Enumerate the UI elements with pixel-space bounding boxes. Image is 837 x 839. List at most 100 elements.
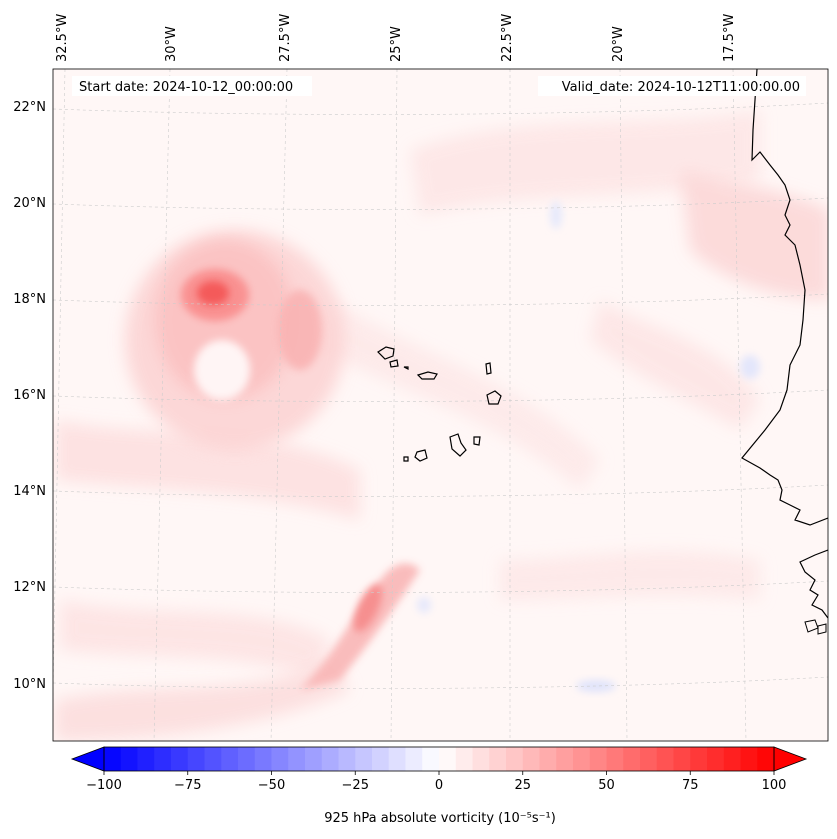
lon-label: 32.5°W — [55, 14, 70, 62]
colorbar-cell — [707, 747, 725, 771]
latitude-labels: 22°N 20°N 18°N 16°N 14°N 12°N 10°N — [13, 100, 46, 692]
lon-label: 20°W — [611, 26, 626, 62]
colorbar-cell — [204, 747, 222, 771]
colorbar-cell — [254, 747, 272, 771]
colorbar-cell — [422, 747, 440, 771]
vorticity-band-east — [590, 300, 760, 430]
colorbar-cell — [104, 747, 122, 771]
island-sao-nicolau — [416, 371, 438, 380]
coastline-africa — [741, 69, 828, 526]
vorticity-band-southeast — [500, 551, 760, 600]
lat-label: 12°N — [13, 580, 46, 595]
island-sao-vicente — [389, 359, 399, 368]
colorbar-cell — [472, 747, 490, 771]
island-santa-luzia — [403, 366, 409, 370]
vortex-core-inner — [197, 281, 229, 305]
colorbar-cell — [740, 747, 758, 771]
colorbar-cell — [623, 747, 641, 771]
valid-date-box — [538, 76, 806, 96]
vorticity-band-southwest — [55, 660, 350, 741]
colorbar-cell — [305, 747, 323, 771]
colorbar-cell — [338, 747, 356, 771]
colorbar-cell — [154, 747, 172, 771]
island-fogo — [414, 449, 428, 462]
colorbar-cell — [238, 747, 256, 771]
vorticity-filament-core — [353, 584, 383, 632]
negative-patch — [550, 201, 562, 229]
colorbar-cell — [723, 747, 741, 771]
map-frame — [52, 68, 829, 742]
colorbar-cell — [757, 747, 775, 771]
colorbar-cell — [506, 747, 524, 771]
start-date-box — [72, 76, 312, 96]
gridlines — [53, 69, 828, 741]
vorticity-band-west — [55, 420, 360, 520]
colorbar-cell — [372, 747, 390, 771]
valid-date-label: Valid_date: 2024-10-12T11:00:00.00 — [562, 80, 800, 95]
lon-label: 30°W — [164, 26, 179, 62]
vorticity-field — [53, 69, 828, 741]
colorbar-cell — [271, 747, 289, 771]
island-brava — [403, 456, 409, 462]
colorbar-tick-label: 75 — [682, 778, 699, 793]
colorbar-cell — [640, 747, 658, 771]
negative-patch — [740, 355, 760, 379]
colorbar-tick-label: −50 — [258, 778, 285, 793]
colorbar: −100 −75 −50 −25 0 25 50 75 100 925 hPa absolute… — [70, 746, 808, 826]
colorbar-cell — [656, 747, 674, 771]
colorbar-tick-label: 100 — [762, 778, 787, 793]
colorbar-cell — [589, 747, 607, 771]
lat-label: 22°N — [13, 100, 46, 115]
colorbar-cell — [539, 747, 557, 771]
colorbar-cell — [355, 747, 373, 771]
lat-label: 10°N — [13, 677, 46, 692]
island-santiago — [449, 433, 467, 457]
lon-label: 22.5°W — [500, 14, 515, 62]
coastline-africa-south — [799, 549, 828, 619]
negative-patch — [417, 597, 431, 613]
vorticity-band-northeast — [680, 170, 828, 300]
colorbar-tick-label: −25 — [342, 778, 369, 793]
colorbar-cell — [522, 747, 540, 771]
lat-label: 20°N — [13, 196, 46, 211]
colorbar-tick-label: 50 — [598, 778, 615, 793]
colorbar-ticks: −100 −75 −50 −25 0 25 50 75 100 — [86, 771, 786, 793]
colorbar-tick-label: −75 — [174, 778, 201, 793]
colorbar-cell — [405, 747, 423, 771]
colorbar-cells — [104, 747, 775, 771]
colorbar-label: 925 hPa absolute vorticity (10⁻⁵s⁻¹) — [324, 811, 556, 826]
map-panel[interactable]: Start date: 2024-10-12_00:00:00 Valid_da… — [13, 14, 830, 742]
longitude-labels: 32.5°W 30°W 27.5°W 25°W 22.5°W 20°W 17.5… — [55, 14, 737, 62]
colorbar-cell — [171, 747, 189, 771]
colorbar-cell — [439, 747, 457, 771]
colorbar-cell — [388, 747, 406, 771]
coastline-bissau-islands — [804, 619, 827, 635]
colorbar-cell — [573, 747, 591, 771]
colorbar-cell — [489, 747, 507, 771]
colorbar-arrow-max — [773, 746, 808, 772]
colorbar-cell — [137, 747, 155, 771]
colorbar-cell — [556, 747, 574, 771]
colorbar-cell — [120, 747, 138, 771]
colorbar-cell — [321, 747, 339, 771]
lat-label: 14°N — [13, 484, 46, 499]
negative-patch — [576, 680, 616, 692]
colorbar-tick-label: −100 — [86, 778, 122, 793]
vortex-east-arm — [278, 290, 322, 370]
cape-verde-islands — [377, 346, 502, 462]
colorbar-cell — [690, 747, 708, 771]
island-boa-vista — [486, 390, 502, 405]
lat-label: 18°N — [13, 292, 46, 307]
colorbar-arrow-min — [70, 746, 105, 772]
colorbar-cell — [606, 747, 624, 771]
lon-label: 27.5°W — [278, 14, 293, 62]
colorbar-cell — [455, 747, 473, 771]
start-date-label: Start date: 2024-10-12_00:00:00 — [79, 80, 293, 95]
vortex-eye — [194, 340, 250, 400]
vorticity-band-north — [410, 110, 760, 215]
colorbar-tick-label: 25 — [514, 778, 531, 793]
colorbar-cell — [187, 747, 205, 771]
colorbar-cell — [673, 747, 691, 771]
vorticity-band-south — [60, 600, 330, 680]
